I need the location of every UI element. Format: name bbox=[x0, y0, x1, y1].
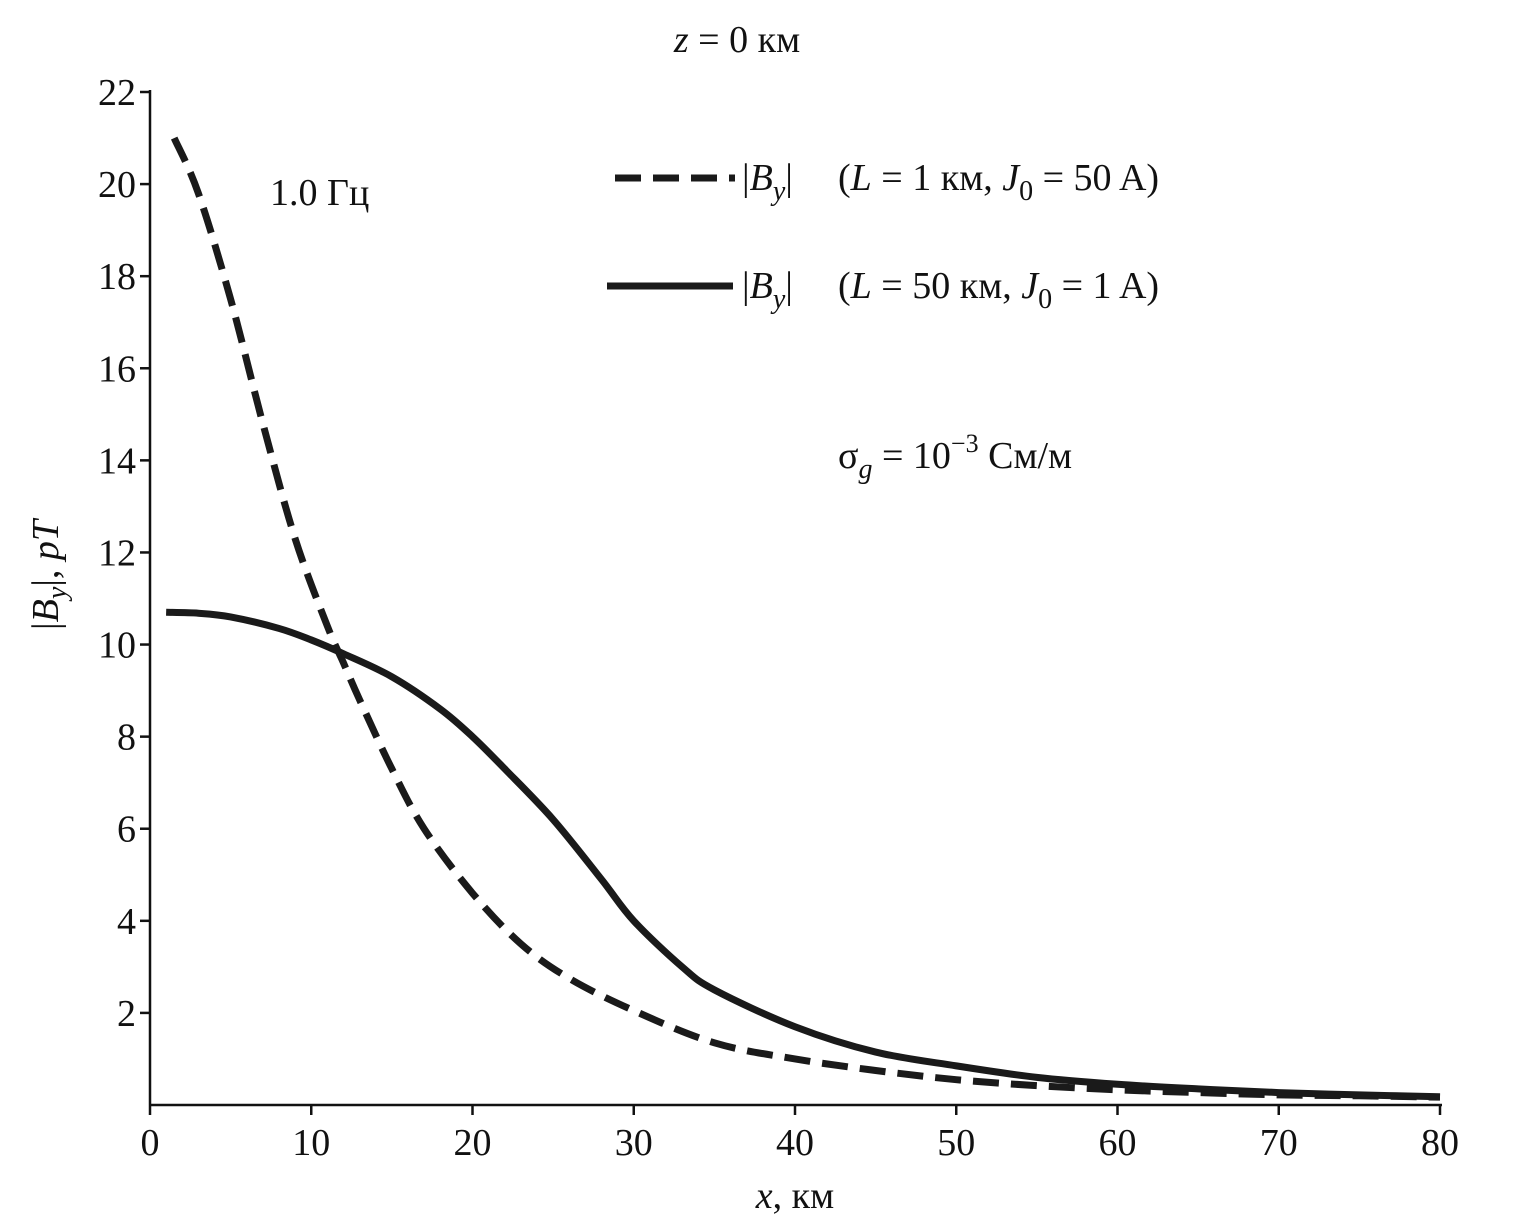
x-tick-label: 60 bbox=[1099, 1122, 1137, 1164]
x-tick-label: 50 bbox=[937, 1122, 975, 1164]
x-tick-label: 30 bbox=[615, 1122, 653, 1164]
y-tick-label: 10 bbox=[98, 625, 136, 667]
y-tick-label: 18 bbox=[98, 256, 136, 298]
chart-title: z = 0 км bbox=[673, 19, 800, 61]
series-solid-line bbox=[166, 608, 1441, 1101]
y-tick-label: 6 bbox=[117, 809, 136, 851]
series-dashed-line bbox=[170, 136, 1441, 1101]
y-tick-label: 16 bbox=[98, 348, 136, 390]
y-tick-label: 12 bbox=[98, 532, 136, 574]
y-tick-label: 20 bbox=[98, 164, 136, 206]
conductivity-annotation: σg = 10−3 См/м bbox=[838, 429, 1072, 485]
y-tick-label: 4 bbox=[117, 901, 136, 943]
y-tick-label: 14 bbox=[98, 440, 136, 482]
y-ticks: 2 4 6 8 10 12 14 16 18 20 22 bbox=[98, 72, 150, 1035]
x-tick-label: 40 bbox=[776, 1122, 814, 1164]
x-ticks: 0 10 20 30 40 50 60 70 80 bbox=[141, 1105, 1459, 1164]
y-axis-label: |By|, pT bbox=[25, 517, 73, 630]
y-tick-label: 2 bbox=[117, 993, 136, 1035]
x-tick-label: 80 bbox=[1421, 1122, 1459, 1164]
legend-label-dashed: |By| (L = 1 км, J0 = 50 A) bbox=[742, 157, 1159, 207]
legend: |By| (L = 1 км, J0 = 50 A) |By| (L = 50 км… bbox=[607, 157, 1159, 315]
x-tick-label: 70 bbox=[1260, 1122, 1298, 1164]
frequency-annotation: 1.0 Гц bbox=[270, 172, 369, 214]
y-tick-label: 8 bbox=[117, 717, 136, 759]
x-tick-label: 0 bbox=[141, 1122, 160, 1164]
legend-label-solid: |By| (L = 50 км, J0 = 1 A) bbox=[742, 265, 1159, 315]
x-axis-label: x, км bbox=[755, 1175, 834, 1217]
x-tick-label: 20 bbox=[454, 1122, 492, 1164]
y-tick-label: 22 bbox=[98, 72, 136, 114]
x-tick-label: 10 bbox=[292, 1122, 330, 1164]
